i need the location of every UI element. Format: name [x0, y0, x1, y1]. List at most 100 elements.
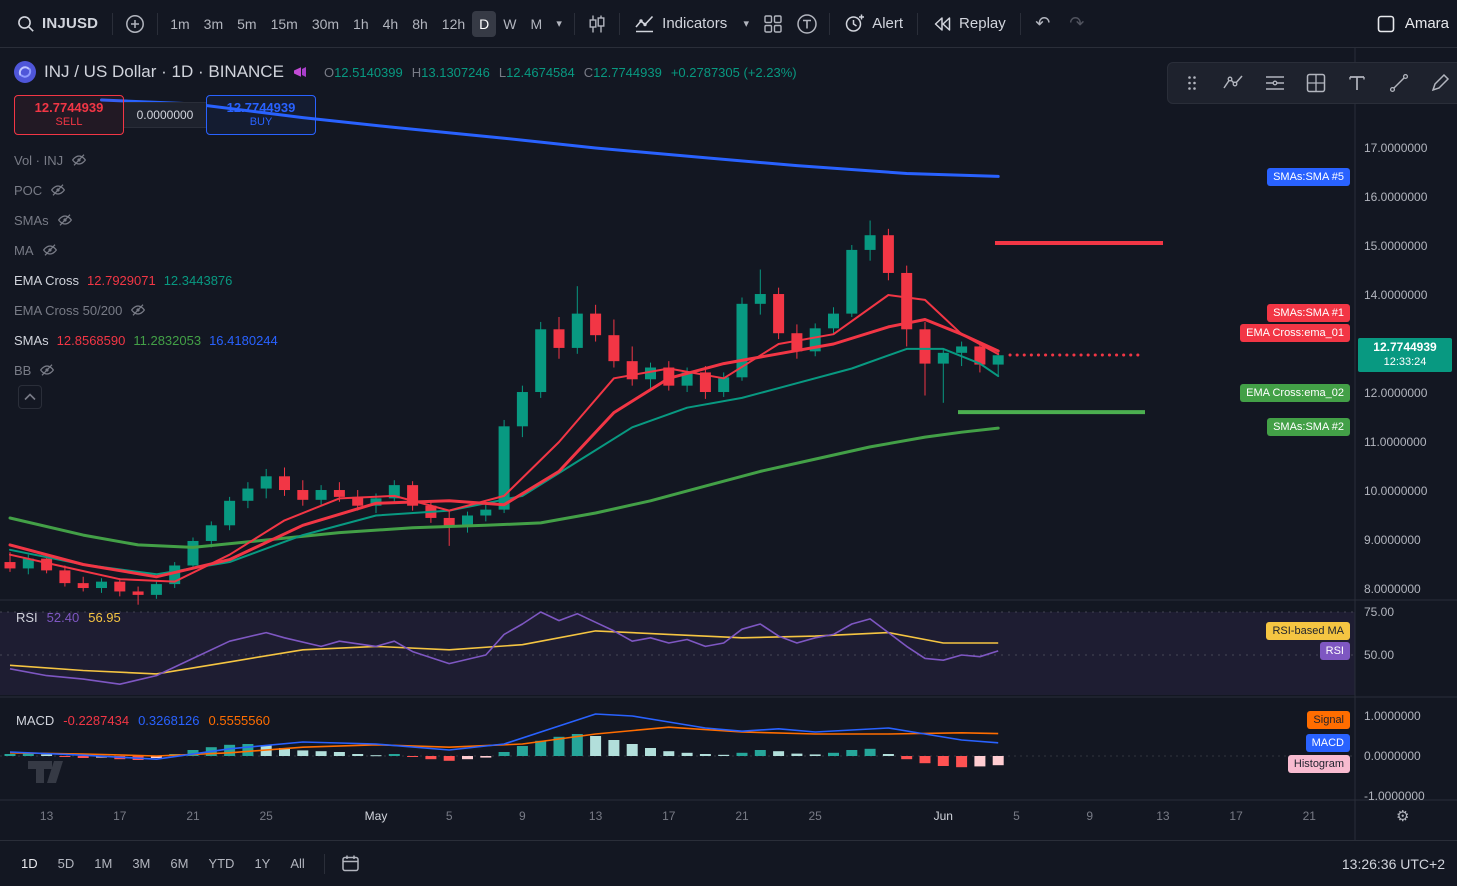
scale-badge-ema-cross-ema-02: EMA Cross:ema_02: [1240, 384, 1350, 402]
eye-off-icon[interactable]: [57, 212, 73, 228]
alert-label: Alert: [872, 15, 904, 32]
interval-button-4h[interactable]: 4h: [376, 11, 406, 37]
legend-row-poc[interactable]: POC: [14, 175, 278, 205]
interval-button-D[interactable]: D: [472, 10, 497, 37]
eye-off-icon[interactable]: [42, 242, 58, 258]
legend-row-ema-cross-50-200[interactable]: EMA Cross 50/200: [14, 295, 278, 325]
time-axis-label: 13: [1156, 809, 1170, 823]
template-t-button[interactable]: [790, 7, 824, 41]
trendline-tool-icon[interactable]: [1381, 66, 1416, 100]
legend-collapse-button[interactable]: [18, 385, 42, 409]
buy-label: BUY: [249, 116, 273, 128]
range-button-All[interactable]: All: [281, 851, 313, 876]
indicators-label: Indicators: [662, 15, 728, 32]
replay-icon: [934, 16, 951, 31]
rsi-legend[interactable]: RSI 52.40 56.95: [16, 610, 121, 625]
ohlc-row: O12.5140399 H13.1307246 L12.4674584 C12.…: [324, 65, 797, 80]
interval-button-M[interactable]: M: [523, 11, 549, 37]
clock[interactable]: 13:26:36 UTC+2: [1341, 855, 1445, 872]
buy-button[interactable]: 12.7744939 BUY: [206, 95, 316, 135]
price-axis-label: 11.0000000: [1364, 435, 1427, 449]
undo-button[interactable]: ↶: [1026, 7, 1060, 41]
indicator-templates-button[interactable]: [756, 7, 790, 41]
symbol-title[interactable]: INJ / US Dollar · 1D · BINANCE: [44, 62, 284, 81]
plus-circle-icon: [126, 14, 145, 33]
time-axis-label: 5: [445, 809, 453, 823]
interval-button-15m[interactable]: 15m: [264, 11, 305, 37]
scale-badge-rsi: RSI: [1319, 642, 1350, 660]
alert-button[interactable]: Alert: [835, 7, 912, 40]
compare-add-button[interactable]: [118, 7, 152, 41]
announcement-icon[interactable]: [292, 64, 308, 80]
legend-row-vol[interactable]: Vol · INJ: [14, 145, 278, 175]
layout-widget[interactable]: Amara: [1376, 14, 1449, 34]
interval-button-3m[interactable]: 3m: [197, 11, 230, 37]
drag-handle-icon[interactable]: [1174, 66, 1209, 100]
lines-tool-icon[interactable]: [1257, 66, 1292, 100]
time-scale[interactable]: [0, 800, 1356, 840]
eye-off-icon[interactable]: [71, 152, 87, 168]
chart-style-button[interactable]: [580, 7, 614, 41]
interval-button-W[interactable]: W: [496, 11, 523, 37]
pencil-tool-icon[interactable]: [1423, 66, 1457, 100]
go-to-date-button[interactable]: [335, 849, 367, 879]
toolbar-separator: [829, 12, 831, 35]
indicator-value: -0.2287434: [63, 713, 130, 728]
bottom-toolbar: 1D 5D 1M 3M 6M YTD 1Y All 13:26:36 UTC+2: [0, 840, 1457, 886]
text-tool-icon[interactable]: [1340, 66, 1375, 100]
interval-button-5m[interactable]: 5m: [230, 11, 263, 37]
legend-row-bb[interactable]: BB: [14, 355, 278, 385]
layout-icon: [1377, 15, 1395, 32]
layout-grid-icon: [764, 14, 782, 33]
legend-row-ma[interactable]: MA: [14, 235, 278, 265]
legend-row-ema-cross[interactable]: EMA Cross 12.7929071 12.3443876: [14, 265, 278, 295]
change-value: +0.2787305 (+2.23%): [670, 64, 797, 80]
range-button-5D[interactable]: 5D: [49, 851, 84, 876]
range-button-YTD[interactable]: YTD: [199, 851, 243, 876]
legend-row-smas-hidden[interactable]: SMAs: [14, 205, 278, 235]
replay-button[interactable]: Replay: [923, 8, 1015, 40]
ohlc-value: 12.5140399: [334, 64, 403, 80]
sell-button[interactable]: 12.7744939 SELL: [14, 95, 124, 135]
range-button-1D[interactable]: 1D: [12, 851, 47, 876]
range-button-1M[interactable]: 1M: [85, 851, 121, 876]
scale-badge-smas-sma-2: SMAs:SMA #2: [1267, 418, 1350, 436]
interval-expand-button[interactable]: ▾: [549, 7, 569, 41]
t-circle-icon: [797, 13, 817, 34]
range-button-3M[interactable]: 3M: [123, 851, 159, 876]
indicators-caret[interactable]: ▾: [736, 7, 756, 41]
toolbar-separator: [157, 12, 159, 35]
eye-off-icon[interactable]: [39, 362, 55, 378]
interval-button-1h[interactable]: 1h: [346, 11, 376, 37]
symbol-search-button[interactable]: INJUSD: [8, 9, 107, 39]
ohlc-value: 12.4674584: [506, 64, 575, 80]
indicators-icon: [635, 15, 654, 33]
ohlc-value: 13.1307246: [421, 64, 490, 80]
legend-row-smas[interactable]: SMAs 12.8568590 11.2832053 16.4180244: [14, 325, 278, 355]
calendar-icon: [342, 855, 360, 872]
chevron-up-icon: [24, 393, 36, 401]
time-axis-label: 21: [186, 809, 200, 823]
grid-tool-icon[interactable]: [1298, 66, 1333, 100]
bar-countdown: 12:33:24: [1383, 356, 1427, 369]
toolbar-separator: [619, 12, 621, 35]
range-button-1Y[interactable]: 1Y: [245, 851, 279, 876]
eye-off-icon[interactable]: [50, 182, 66, 198]
scale-badge-macd: MACD: [1305, 734, 1350, 752]
gear-icon[interactable]: ⚙: [1396, 808, 1410, 825]
indicator-value: 12.8568590: [56, 332, 126, 348]
interval-button-30m[interactable]: 30m: [305, 11, 346, 37]
polyline-tool-icon[interactable]: [1215, 66, 1250, 100]
interval-button-8h[interactable]: 8h: [405, 11, 435, 37]
indicators-button[interactable]: Indicators: [625, 7, 736, 40]
interval-button-1m[interactable]: 1m: [163, 11, 196, 37]
macd-legend[interactable]: MACD -0.2287434 0.3268126 0.5555560: [16, 713, 270, 728]
time-axis-label: 17: [662, 809, 676, 823]
range-button-6M[interactable]: 6M: [161, 851, 197, 876]
indicator-value: 12.7929071: [87, 272, 156, 288]
toolbar-separator: [917, 12, 919, 35]
eye-off-icon[interactable]: [130, 302, 146, 318]
redo-button[interactable]: ↷: [1060, 7, 1094, 41]
interval-button-12h[interactable]: 12h: [435, 11, 472, 37]
